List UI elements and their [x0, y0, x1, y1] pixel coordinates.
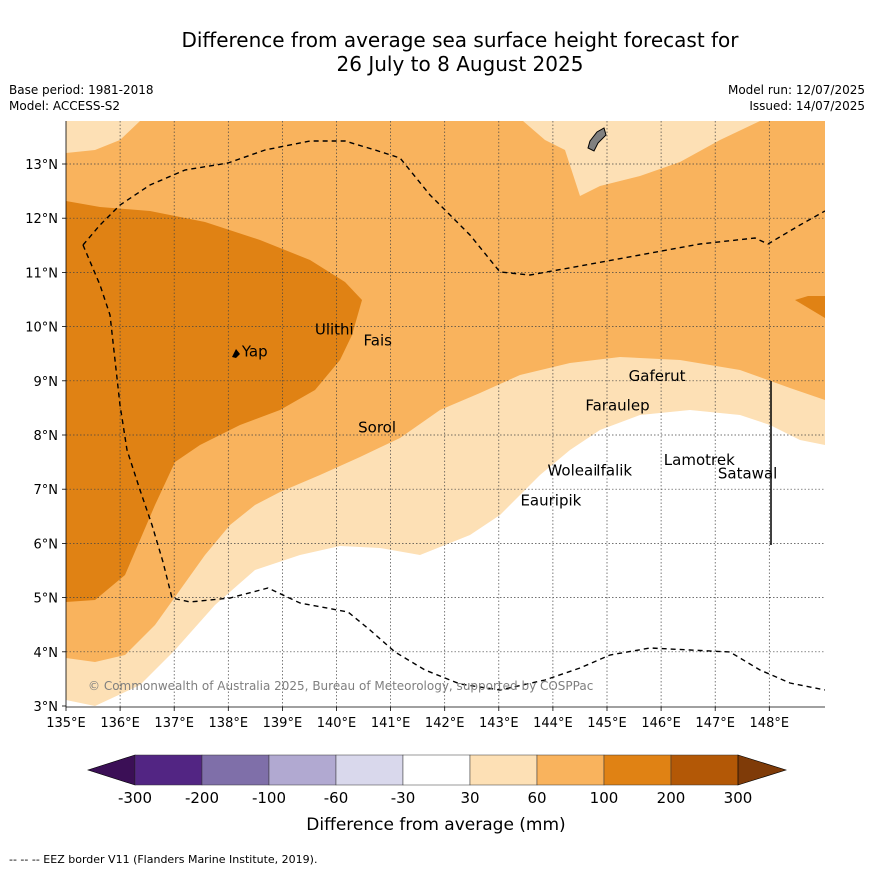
x-tick-label: 146°E [641, 716, 681, 731]
place-label-lamotrek: Lamotrek [664, 451, 735, 469]
colorbar-segment [335, 754, 404, 786]
contour-fills [66, 121, 825, 706]
place-labels: Yap Ulithi Fais Sorol Gaferut Faraulep WoleaiI… [241, 321, 778, 510]
page-title: Difference from average sea surface heig… [0, 28, 873, 76]
place-label-ulithi: Ulithi [315, 321, 354, 339]
colorbar-tick-label: 200 [657, 789, 686, 807]
colorbar-segment [536, 754, 605, 786]
issued-date: Issued: 14/07/2025 [749, 99, 865, 113]
colorbar-segment [603, 754, 672, 786]
place-label-ifalik: Ifalik [596, 462, 632, 480]
colorbar-segment [402, 754, 471, 786]
eez-footnote: -- -- -- EEZ border V11 (Flanders Marine… [9, 853, 318, 866]
y-tick-label: 5°N [34, 592, 59, 607]
colorbar-segment [268, 754, 337, 786]
colorbar-tick-label: 100 [590, 789, 619, 807]
colorbar-segment [201, 754, 270, 786]
place-label-sorol: Sorol [358, 418, 396, 436]
x-tick-label: 137°E [154, 716, 194, 731]
colorbar-tick-label: 30 [460, 789, 479, 807]
contour-100-200 [66, 201, 362, 602]
title-line-2: 26 July to 8 August 2025 [336, 52, 584, 76]
guam-island [587, 127, 607, 152]
y-tick-label: 9°N [34, 375, 59, 390]
colorbar-tick-label: -300 [118, 789, 152, 807]
place-label-eauripik: Eauripik [520, 491, 581, 509]
model-run: Model run: 12/07/2025 [727, 83, 865, 97]
y-tick-label: 4°N [34, 646, 59, 661]
place-label-yap: Yap [241, 342, 268, 360]
contour-100-200-east [795, 296, 825, 318]
y-tick-label: 7°N [34, 483, 59, 498]
colorbar-tick-label: 60 [527, 789, 546, 807]
x-tick-label: 144°E [533, 716, 573, 731]
place-label-satawal: Satawal [718, 464, 777, 482]
meta-left: Base period: 1981-2018 Model: ACCESS-S2 [9, 82, 154, 114]
y-tick-label: 6°N [34, 537, 59, 552]
graticule [66, 121, 825, 707]
x-tick-label: 136°E [100, 716, 140, 731]
colorbar-tick-label: -100 [252, 789, 286, 807]
copyright-notice: © Commonwealth of Australia 2025, Bureau… [88, 679, 593, 693]
base-period: Base period: 1981-2018 [9, 83, 154, 97]
colorbar-segment [469, 754, 538, 786]
x-tick-label: 139°E [263, 716, 303, 731]
y-tick-label: 8°N [34, 429, 59, 444]
x-tick-label: 148°E [750, 716, 790, 731]
place-label-gaferut: Gaferut [629, 367, 686, 385]
y-tick-label: 3°N [34, 700, 59, 715]
y-tick-label: 11°N [25, 266, 58, 281]
y-tick-label: 12°N [25, 212, 58, 227]
colorbar: -300 -200 -100 -60 -30 30 60 100 200 300 [87, 754, 788, 807]
place-label-woleai: Woleai [547, 462, 597, 480]
x-tick-label: 142°E [425, 716, 465, 731]
colorbar-max-extend [737, 754, 788, 786]
colorbar-tick-label: -200 [185, 789, 219, 807]
colorbar-min-extend [87, 754, 136, 786]
colorbar-label: Difference from average (mm) [306, 815, 565, 835]
x-tick-label: 143°E [479, 716, 519, 731]
colorbar-tick-label: 300 [724, 789, 753, 807]
place-label-fais: Fais [364, 332, 393, 350]
x-tick-label: 147°E [695, 716, 735, 731]
y-tick-label: 13°N [25, 158, 58, 173]
colorbar-tick-label: -30 [391, 789, 416, 807]
title-line-1: Difference from average sea surface heig… [181, 28, 739, 52]
place-label-faraulep: Faraulep [585, 397, 649, 415]
x-tick-label: 138°E [209, 716, 249, 731]
colorbar-tick-label: -60 [324, 789, 349, 807]
y-tick-label: 10°N [25, 321, 58, 336]
meta-right: Model run: 12/07/2025 Issued: 14/07/2025 [728, 82, 865, 114]
model-name: Model: ACCESS-S2 [9, 99, 121, 113]
colorbar-segment [134, 754, 203, 786]
axis-ticks: 135°E 136°E 137°E 138°E 139°E 140°E 141°E 142°E… [25, 158, 789, 731]
x-tick-label: 145°E [587, 716, 627, 731]
colorbar-segment [670, 754, 739, 786]
eez-border [82, 140, 825, 691]
yap-island [232, 349, 240, 358]
x-tick-label: 135°E [46, 716, 86, 731]
x-tick-label: 140°E [317, 716, 357, 731]
x-tick-label: 141°E [371, 716, 411, 731]
